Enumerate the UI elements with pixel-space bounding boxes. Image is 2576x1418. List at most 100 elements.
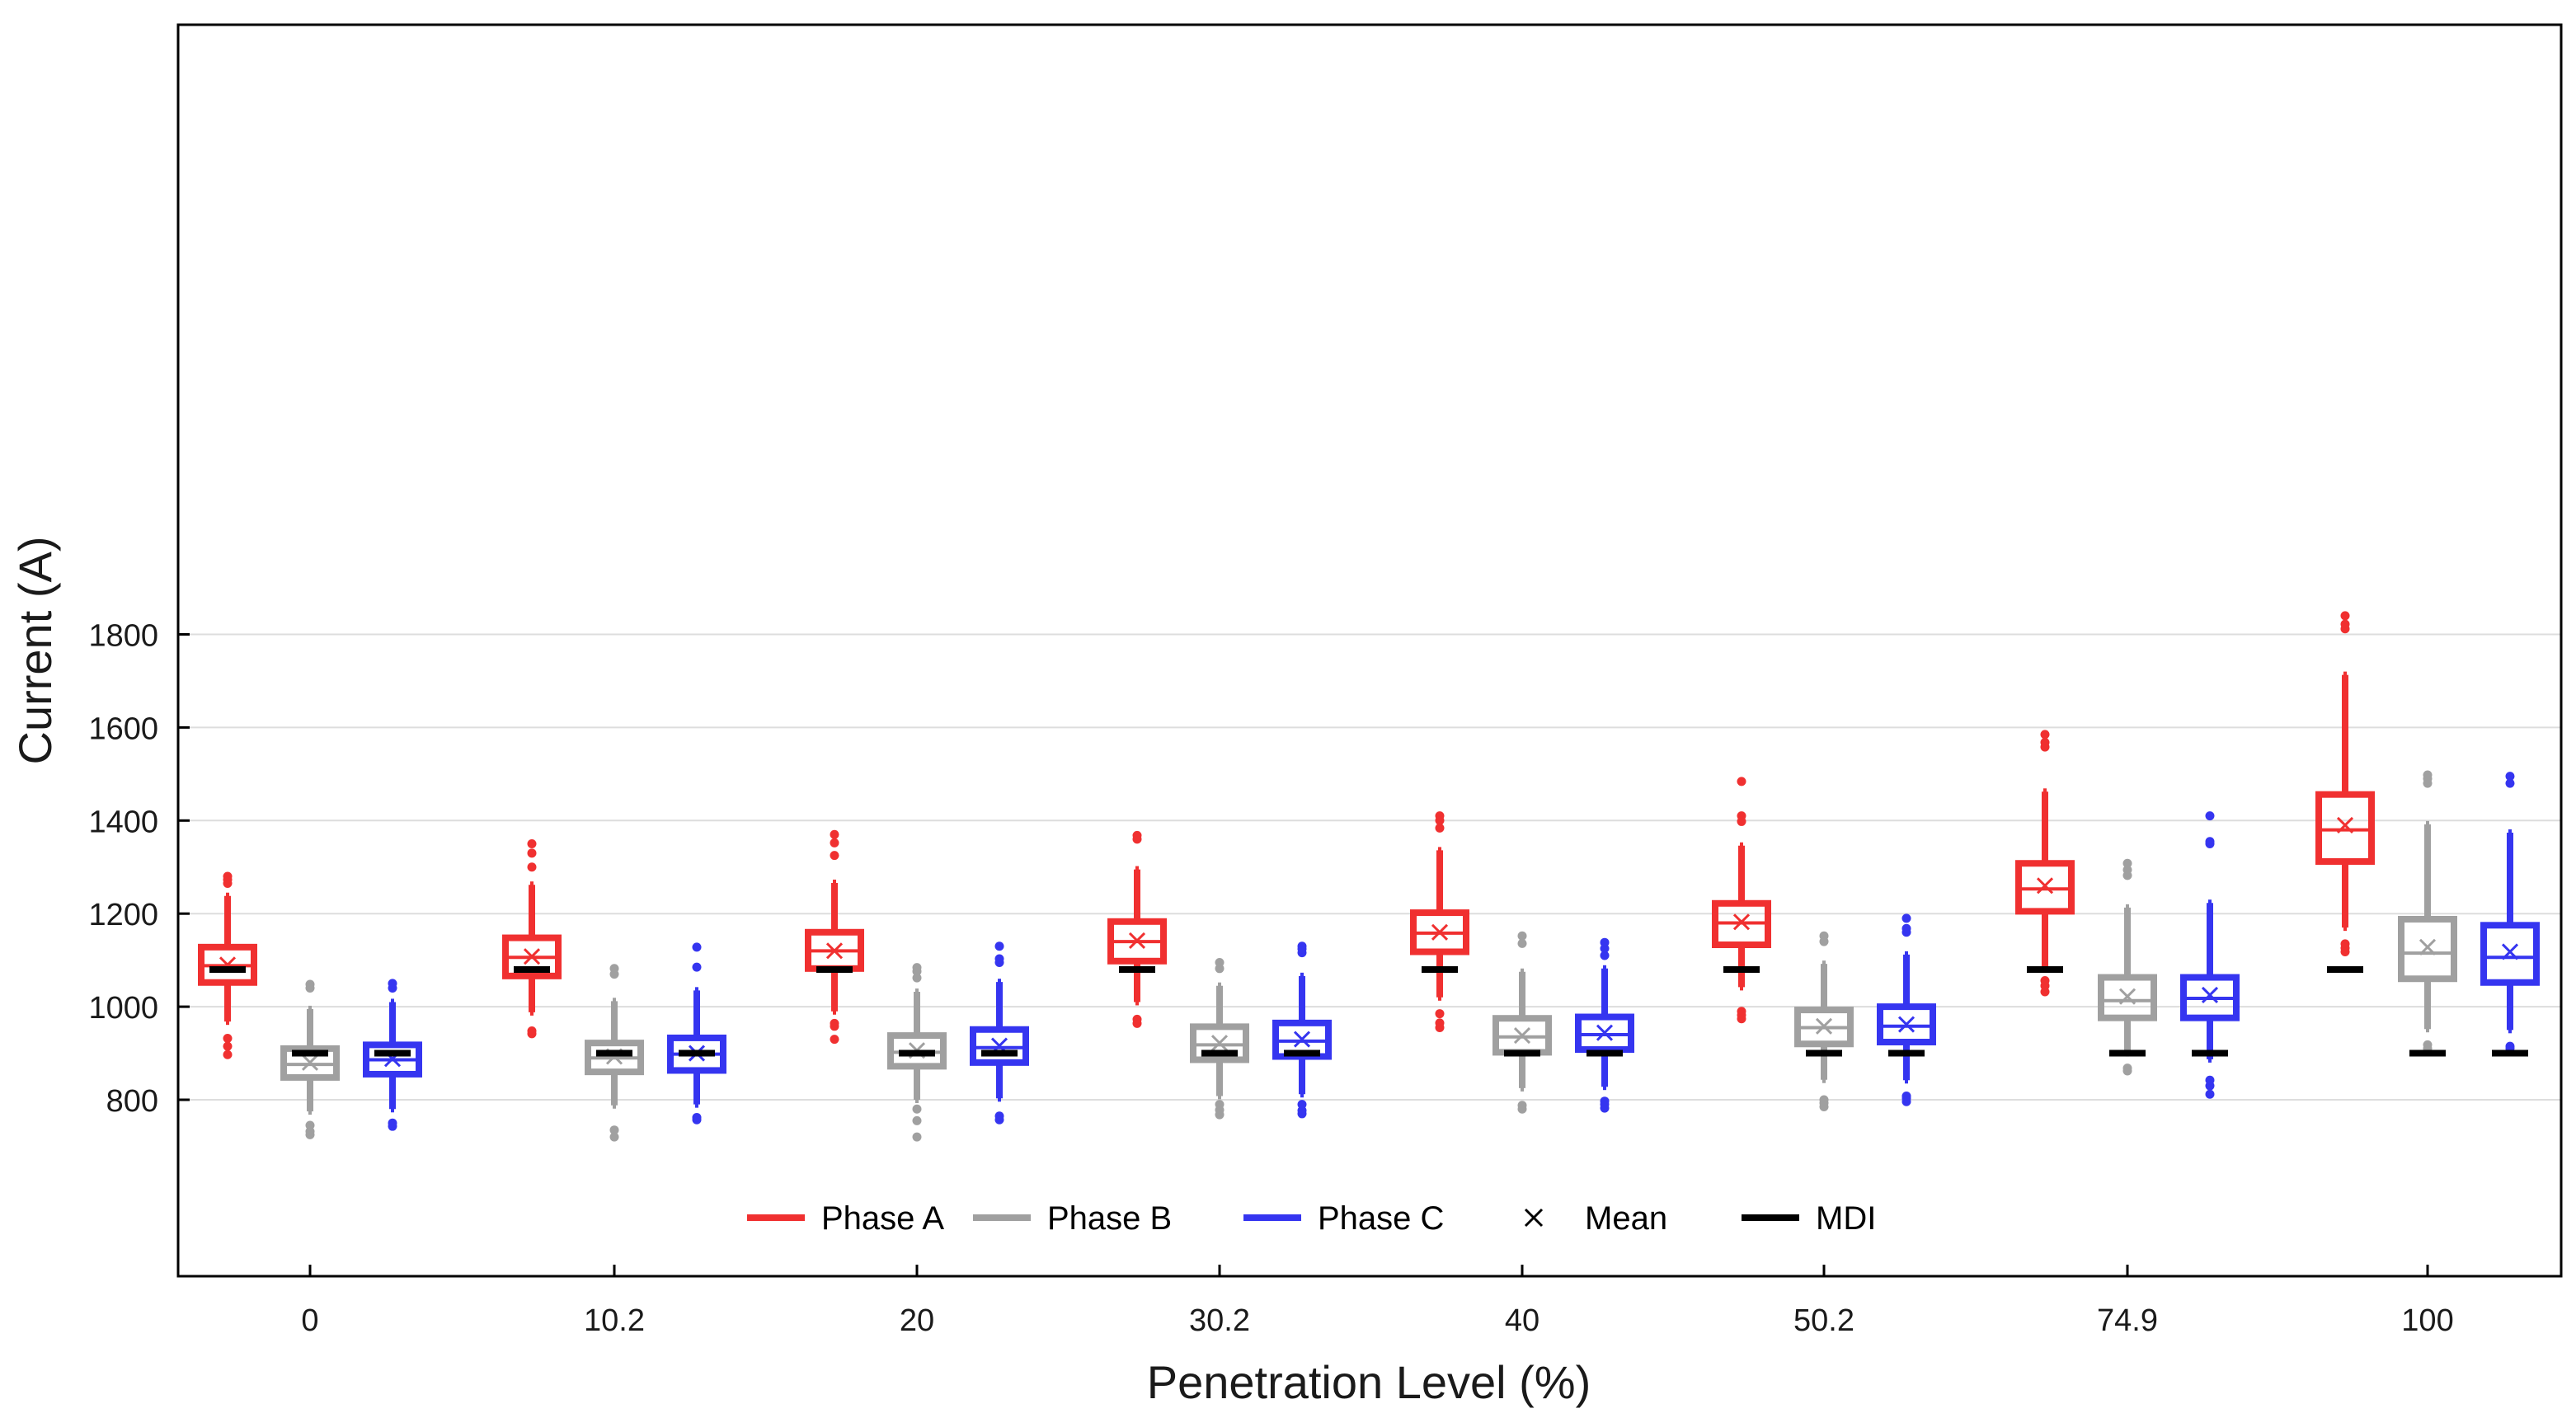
box [1492, 931, 1552, 1114]
box [1877, 913, 1936, 1106]
outlier-point [2423, 1040, 2433, 1049]
outlier-point [1600, 937, 1610, 947]
box [363, 979, 422, 1131]
outlier-point [305, 1120, 315, 1130]
mean-marker [1732, 913, 1751, 931]
mean-marker [1596, 1024, 1614, 1041]
mean-marker [2036, 877, 2054, 894]
outlier-point [1215, 957, 1225, 967]
mean-marker [2501, 943, 2519, 960]
box [805, 829, 864, 1045]
box [1794, 931, 1854, 1111]
box [2015, 730, 2075, 997]
outlier-point [1517, 1101, 1527, 1110]
outlier-point [830, 838, 839, 848]
outlier-point [388, 979, 397, 988]
legend-item: Mean [1524, 1200, 1667, 1237]
outlier-point [1297, 941, 1307, 951]
mean-marker [1128, 932, 1146, 950]
box [1107, 830, 1167, 1028]
outlier-point [1517, 931, 1527, 941]
outlier-point [223, 1041, 233, 1051]
outlier-point [1435, 1009, 1445, 1019]
legend-swatch [1524, 1208, 1544, 1228]
outlier-point [223, 871, 233, 881]
plot-frame [176, 23, 2563, 1278]
box-iqr [1877, 1003, 1936, 1046]
box-iqr [2480, 922, 2540, 986]
box [1575, 937, 1634, 1113]
outlier-point [2122, 865, 2132, 875]
outlier-point [1600, 951, 1610, 960]
legend-item: Phase A [747, 1200, 944, 1237]
outlier-point [692, 962, 702, 972]
box [887, 963, 947, 1142]
box [2315, 611, 2375, 956]
legend-item: Phase C [1243, 1200, 1444, 1237]
legend-item: MDI [1742, 1200, 1876, 1237]
y-tick-label: 1200 [88, 898, 158, 932]
outlier-point [527, 1026, 537, 1035]
mean-marker [2419, 938, 2437, 956]
mean-marker [1897, 1016, 1916, 1033]
outlier-point [994, 1111, 1004, 1121]
box [2480, 772, 2540, 1054]
series-phase-a [198, 611, 2375, 1059]
mean-marker [825, 942, 844, 960]
box [970, 941, 1029, 1125]
outlier-point [609, 1125, 619, 1135]
x-axis-ticks: 0 10.2 20 30.2 40 50.2 74.9 100 [301, 1265, 2454, 1338]
outlier-point [1132, 1014, 1142, 1024]
outlier-point [1435, 823, 1445, 833]
outlier-point [2340, 611, 2350, 621]
x-tick-label: 50.2 [1793, 1303, 1854, 1338]
box [1190, 957, 1249, 1120]
mean-marker [523, 948, 541, 965]
mean-marker [2201, 986, 2219, 1004]
outlier-point [2040, 730, 2050, 740]
outlier-point [2122, 1064, 2132, 1073]
outlier-point [2205, 1089, 2215, 1099]
legend-label: MDI [1816, 1200, 1876, 1237]
box [1410, 811, 1469, 1033]
box [2398, 770, 2457, 1054]
outlier-point [1819, 1095, 1829, 1105]
outlier-point [2040, 737, 2050, 747]
outlier-point [912, 1132, 922, 1142]
mdi-markers [209, 965, 2528, 1057]
x-tick-label: 0 [301, 1303, 318, 1338]
y-tick-label: 800 [106, 1084, 158, 1119]
outlier-point [2040, 975, 2050, 985]
outlier-point [830, 829, 839, 839]
outlier-point [1901, 913, 1911, 923]
outlier-point [912, 973, 922, 983]
outlier-point [1737, 811, 1746, 821]
outlier-point [2205, 837, 2215, 847]
outlier-point [2423, 770, 2433, 780]
mean-marker [1513, 1027, 1531, 1045]
outlier-point [1435, 1018, 1445, 1028]
grid-lines [178, 633, 2561, 1101]
x-tick-label: 100 [2401, 1303, 2453, 1338]
legend-label: Phase A [821, 1200, 944, 1237]
box [2098, 858, 2157, 1076]
x-tick-label: 30.2 [1189, 1303, 1250, 1338]
box-iqr [2315, 791, 2375, 865]
outlier-point [912, 963, 922, 973]
legend-label: Mean [1585, 1200, 1667, 1237]
x-tick-label: 74.9 [2097, 1303, 2158, 1338]
outlier-point [305, 979, 315, 989]
x-tick-label: 10.2 [584, 1303, 645, 1338]
box-iqr [2098, 974, 2157, 1021]
box [2180, 811, 2240, 1099]
outlier-point [527, 862, 537, 872]
legend-label: Phase C [1318, 1200, 1444, 1237]
outlier-point [1901, 923, 1911, 933]
outlier-point [2505, 1041, 2515, 1051]
mean-marker [1210, 1035, 1229, 1052]
outlier-point [692, 942, 702, 952]
x-axis-label: Penetration Level (%) [1147, 1356, 1591, 1408]
y-tick-label: 1600 [88, 711, 158, 746]
